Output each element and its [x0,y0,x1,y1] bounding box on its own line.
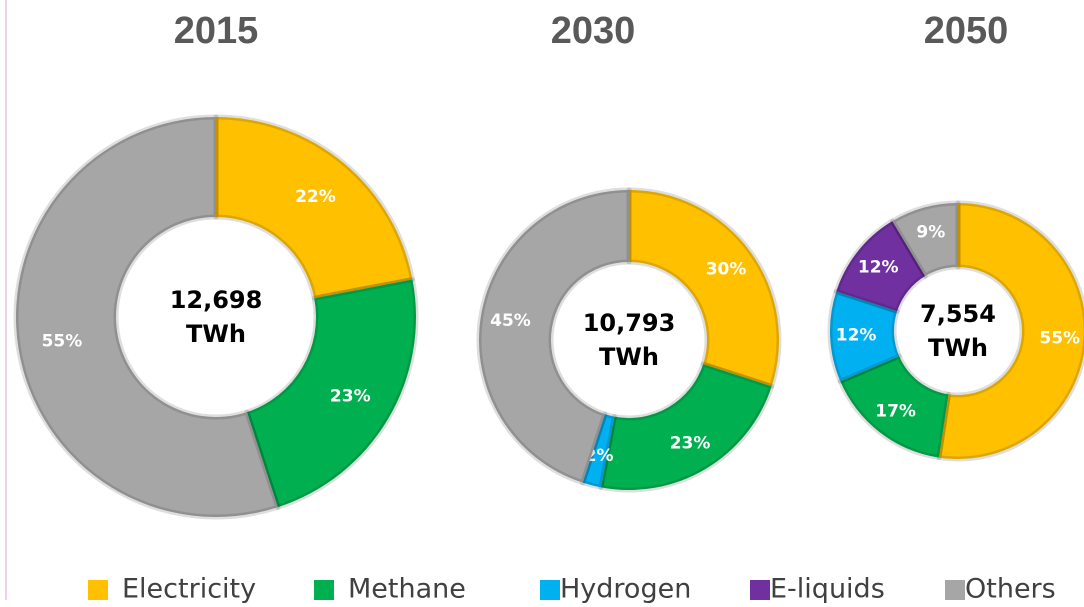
data-label: 17% [875,402,916,422]
legend-swatch [540,580,560,600]
legend-label: E-liquids [770,574,885,605]
data-label: 55% [42,331,83,351]
center-unit: TWh [186,320,246,348]
data-label: 12% [858,257,899,277]
center-unit: TWh [928,334,988,362]
legend-label: Hydrogen [560,574,691,605]
legend-label: Others [965,574,1056,605]
chart-title: 2050 [924,10,1009,52]
donut-slice [837,353,951,461]
data-label: 9% [916,223,945,243]
data-label: 22% [295,187,336,207]
data-label: 12% [836,326,877,346]
donut-slice [476,187,632,486]
legend-swatch [88,580,108,600]
chart-title: 2030 [551,10,636,52]
center-total: 7,554 [920,300,996,328]
legend-label: Electricity [122,574,256,605]
legend-label: Methane [348,574,466,605]
donut-slice [889,200,961,279]
donut-slice [827,288,902,384]
donut-slice [13,114,281,520]
donut-slice [580,411,617,490]
data-label: 55% [1039,329,1080,349]
data-label: 23% [670,433,711,453]
donut-slice [598,361,775,493]
donut-slice [833,218,928,314]
donut-slice [936,200,1084,462]
legend-swatch [314,580,334,600]
legend-swatch [945,580,965,600]
legend-swatch [750,580,770,600]
chart-title: 2015 [174,10,259,52]
data-label: 23% [330,386,371,406]
center-total: 10,793 [583,309,676,337]
donut-slice [213,114,415,301]
donut-slice [244,277,419,510]
center-total: 12,698 [170,286,263,314]
donut-slice [626,187,782,389]
center-unit: TWh [599,343,659,371]
data-label: 45% [490,311,531,331]
data-label: 30% [706,259,747,279]
